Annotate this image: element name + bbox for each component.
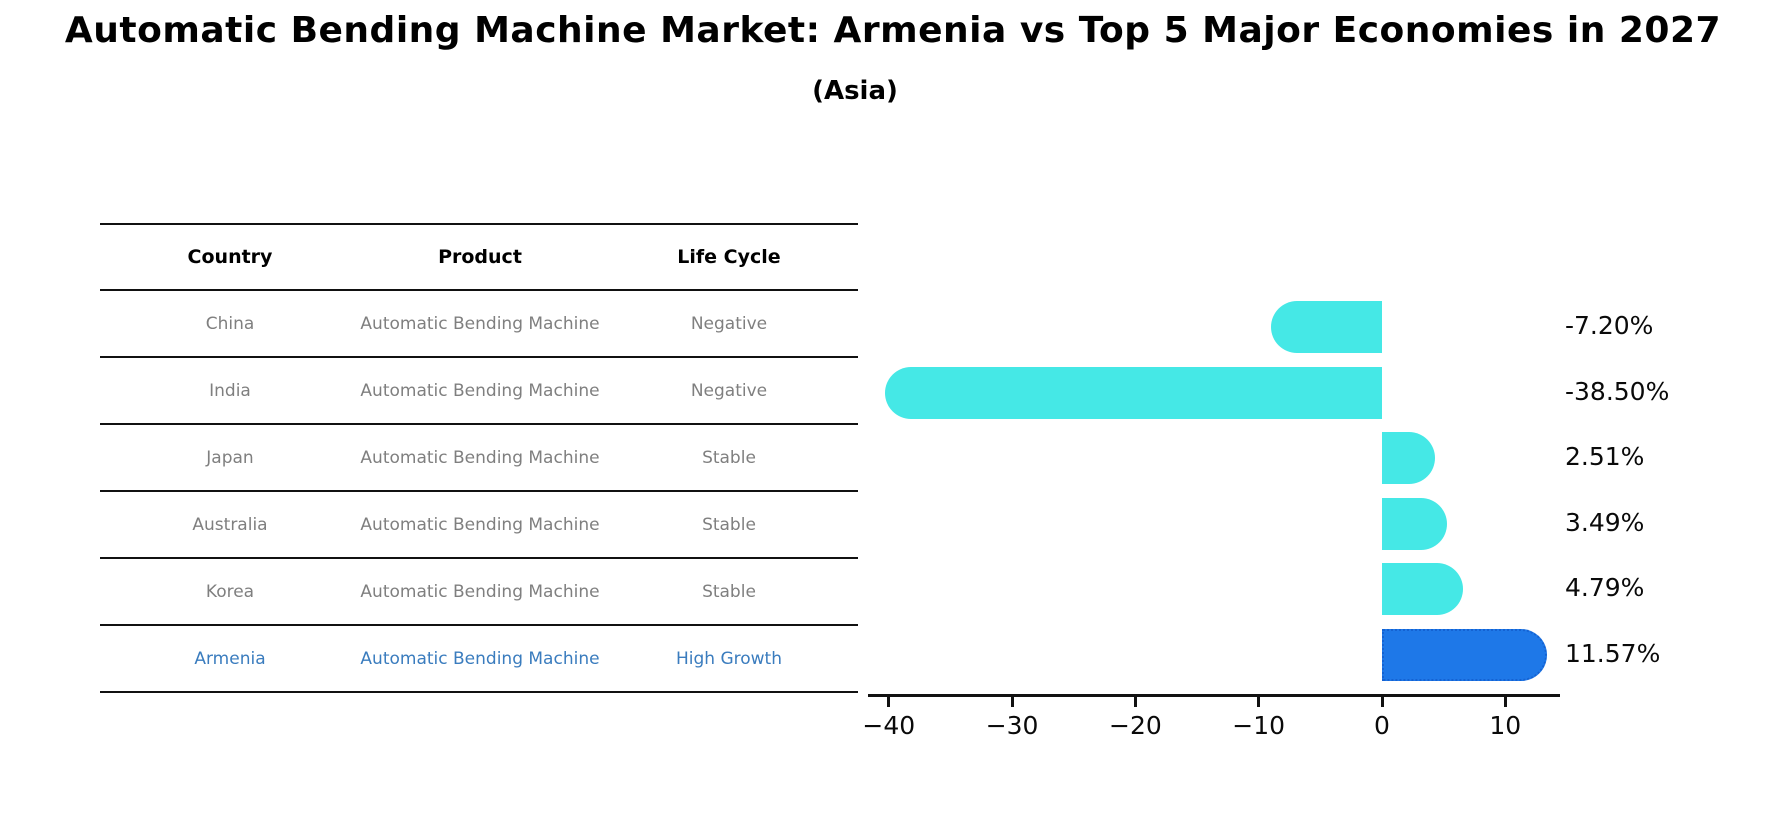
value-label-japan: 2.51% — [1565, 442, 1645, 472]
value-label-australia: 3.49% — [1565, 507, 1645, 537]
table-row-australia: Australia Automatic Bending Machine Stable — [100, 492, 858, 559]
table-row-korea: Korea Automatic Bending Machine Stable — [100, 559, 858, 626]
x-tick--40 — [887, 694, 891, 707]
value-label-india: -38.50% — [1565, 376, 1670, 406]
x-axis-line — [868, 694, 1560, 697]
table-row-armenia: Armenia Automatic Bending Machine High Gro… — [100, 626, 858, 693]
column-header-country: Country — [187, 246, 273, 268]
cell-lifecycle: Stable — [702, 447, 756, 468]
cell-product: Automatic Bending Machine — [360, 581, 600, 602]
bar-china — [1271, 301, 1382, 353]
cell-product: Automatic Bending Machine — [360, 514, 600, 535]
cell-lifecycle: Negative — [690, 380, 768, 401]
value-label-armenia: 11.57% — [1565, 639, 1661, 668]
x-tick-0 — [1380, 694, 1384, 707]
table-row-china: China Automatic Bending Machine Negative — [100, 291, 858, 358]
x-tick--30 — [1010, 694, 1014, 707]
cell-lifecycle: Stable — [702, 581, 756, 602]
cell-product: Automatic Bending Machine — [360, 447, 600, 468]
cell-country: Korea — [205, 581, 255, 602]
x-tick-label--10: −10 — [1232, 711, 1286, 740]
x-tick-label-0: 0 — [1374, 711, 1390, 740]
bar-japan — [1382, 432, 1435, 485]
table-body: China Automatic Bending Machine Negative In… — [100, 291, 858, 693]
cell-country: Japan — [206, 447, 254, 468]
column-header-product: Product — [438, 246, 522, 268]
bar-australia — [1382, 497, 1448, 550]
x-tick-label--40: −40 — [862, 711, 916, 740]
chart-subtitle: (Asia) — [812, 76, 898, 106]
cell-lifecycle: High Growth — [675, 648, 782, 669]
value-label-korea: 4.79% — [1565, 573, 1645, 603]
x-tick--20 — [1133, 694, 1137, 707]
x-tick-label-10: 10 — [1489, 711, 1522, 740]
x-tick-label--20: −20 — [1109, 711, 1162, 740]
cell-lifecycle: Stable — [702, 514, 756, 535]
x-tick-10 — [1503, 694, 1507, 707]
bar-korea — [1382, 563, 1464, 616]
chart-title: Automatic Bending Machine Market: Armeni… — [64, 10, 1722, 51]
x-tick-label--30: −30 — [985, 711, 1039, 740]
bar-india — [885, 366, 1382, 419]
column-header-lifecycle: Life Cycle — [677, 246, 781, 268]
cell-product: Automatic Bending Machine — [360, 313, 600, 334]
value-label-china: -7.20% — [1565, 311, 1654, 340]
cell-country: India — [209, 380, 251, 401]
cell-product: Automatic Bending Machine — [360, 380, 600, 401]
table-header-row: Country Product Life Cycle — [100, 225, 858, 291]
summary-table: Country Product Life Cycle China Automati… — [100, 223, 858, 693]
cell-country: Australia — [192, 514, 268, 535]
cell-country: China — [205, 313, 255, 334]
bar-armenia — [1382, 629, 1547, 681]
table-row-japan: Japan Automatic Bending Machine Stable — [100, 425, 858, 492]
cell-product: Automatic Bending Machine — [360, 648, 600, 669]
table-row-india: India Automatic Bending Machine Negative — [100, 358, 858, 425]
x-tick--10 — [1257, 694, 1261, 707]
cell-country: Armenia — [194, 648, 266, 669]
cell-lifecycle: Negative — [690, 313, 768, 334]
